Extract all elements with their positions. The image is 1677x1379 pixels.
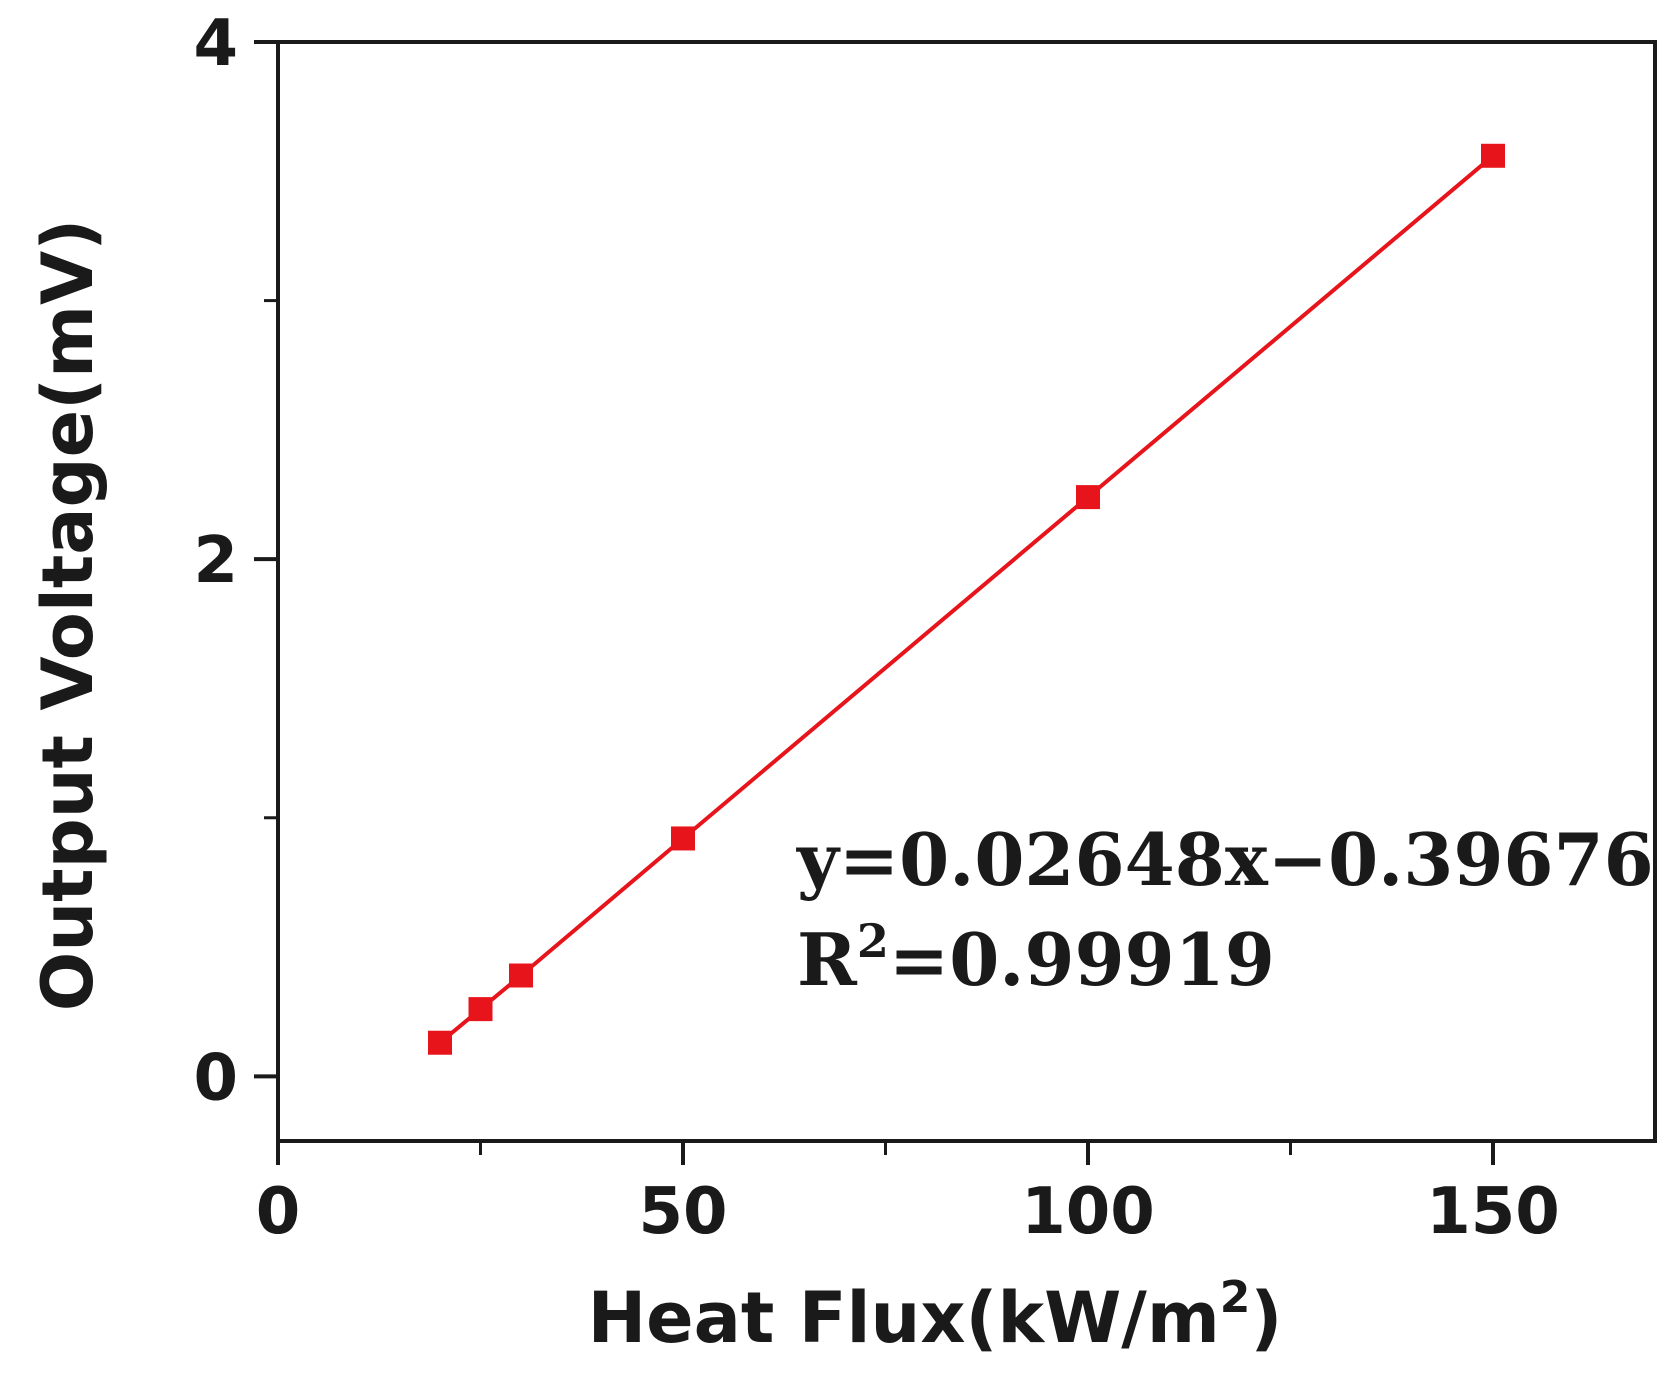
r-squared-superscript: 2 xyxy=(857,914,889,968)
data-point xyxy=(468,997,493,1022)
plot-area-border xyxy=(276,40,1657,1143)
data-point xyxy=(1076,485,1100,510)
data-point xyxy=(428,1030,452,1055)
y-tick-label: 0 xyxy=(193,1041,238,1115)
data-point xyxy=(671,826,695,851)
x-axis-title-main: Heat Flux(kW/m xyxy=(588,1277,1220,1359)
data-markers xyxy=(428,143,1505,1055)
r-squared-prefix: R xyxy=(797,917,858,1002)
r-squared-value: =0.99919 xyxy=(889,917,1275,1002)
x-tick-label: 150 xyxy=(1426,1175,1560,1249)
y-axis-title: Output Voltage(mV) xyxy=(27,219,109,1011)
x-tick-label: 100 xyxy=(1021,1175,1155,1249)
axis-ticks: 0 50 100 150 0 2 4 xyxy=(193,7,1559,1249)
y-tick-label: 2 xyxy=(193,524,238,598)
y-tick-label: 4 xyxy=(193,7,238,81)
x-tick-label: 50 xyxy=(638,1175,727,1249)
data-point xyxy=(509,963,533,988)
data-point xyxy=(1481,143,1505,168)
fit-equation: y=0.02648x−0.39676 xyxy=(796,817,1654,902)
x-tick-label: 0 xyxy=(256,1175,301,1249)
r-squared: R2=0.99919 xyxy=(797,914,1275,1002)
x-axis-title-superscript: 2 xyxy=(1220,1272,1251,1323)
x-axis-title: Heat Flux(kW/m2) xyxy=(588,1272,1283,1359)
plot-frame xyxy=(276,40,1657,1143)
x-axis-title-suffix: ) xyxy=(1250,1277,1282,1359)
